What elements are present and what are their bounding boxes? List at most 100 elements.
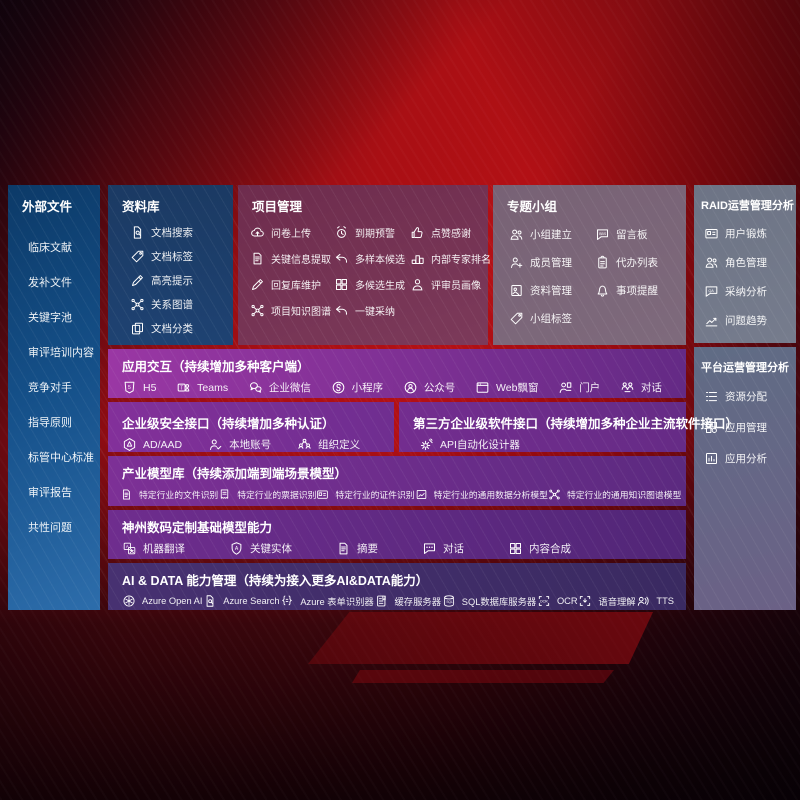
item-copy[interactable]: 文档分类	[130, 321, 233, 336]
doc-search-icon	[133, 226, 142, 239]
row-title: 产业模型库（持续添加端到端场景模型）	[122, 467, 348, 481]
list-item[interactable]: 共性问题	[28, 519, 100, 535]
item-network[interactable]: 特定行业的通用知识图谱模型	[548, 488, 681, 501]
item-label: Web飘窗	[496, 382, 539, 394]
item-list[interactable]: 资源分配	[704, 389, 796, 404]
item-receipt[interactable]: 特定行业的票据识别	[218, 488, 316, 501]
list-item[interactable]: 关键字池	[28, 309, 100, 325]
item-idcard[interactable]: 特定行业的证件识别	[316, 488, 415, 501]
item-mini[interactable]: 小程序	[331, 380, 383, 395]
item-h5[interactable]: H5	[122, 380, 156, 395]
item-ad[interactable]: AD/AAD	[122, 437, 182, 452]
item-thumb[interactable]: 点赞感谢	[410, 225, 491, 240]
item-pencil[interactable]: 高亮提示	[130, 273, 233, 288]
list-item[interactable]: 指导原则	[28, 414, 100, 430]
row-custom-base-models: 神州数码定制基础模型能力 机器翻译 关键实体 摘要 对话 内容合成	[108, 510, 686, 559]
item-dialog[interactable]: 对话	[620, 380, 662, 395]
item-clipboard[interactable]: 代办列表	[595, 255, 686, 270]
item-person-plus[interactable]: 成员管理	[509, 255, 595, 270]
item-label: 关键实体	[250, 543, 292, 555]
item-cache[interactable]: 缓存服务器	[375, 594, 441, 608]
item-shield-a[interactable]: 关键实体	[229, 541, 292, 556]
item-label: 评审员画像	[431, 281, 481, 292]
item-doc-lines[interactable]: 特定行业的文件识别	[120, 488, 218, 501]
item-doc-lines[interactable]: 摘要	[336, 541, 378, 556]
item-cloud-up[interactable]: 问卷上传	[250, 225, 334, 240]
tag-icon	[131, 250, 144, 263]
item-api[interactable]: API自动化设计器	[419, 437, 520, 452]
item-browser[interactable]: Web飘窗	[475, 380, 538, 395]
item-reply[interactable]: 多样本候选	[334, 251, 410, 266]
item-label: Azure 表单识别器	[300, 597, 374, 607]
list-item[interactable]: 审评培训内容	[28, 344, 100, 360]
item-label: 关键字池	[28, 312, 72, 324]
item-wechat[interactable]: 企业微信	[248, 380, 311, 395]
item-openai[interactable]: Azure Open AI	[122, 594, 202, 608]
list-item[interactable]: 临床文献	[28, 239, 100, 255]
item-users[interactable]: 小组建立	[509, 227, 595, 242]
item-doc-search[interactable]: 文档搜索	[130, 225, 233, 240]
cache-icon	[376, 595, 386, 607]
browser-icon	[476, 382, 489, 393]
item-chat-dots[interactable]: 对话	[422, 541, 464, 556]
item-label: 特定行业的通用知识图谱模型	[566, 490, 682, 500]
list-item[interactable]: 竞争对手	[28, 379, 100, 395]
item-frame-chart[interactable]: 特定行业的通用数据分析模型	[415, 488, 548, 501]
item-label: 指导原则	[28, 417, 72, 429]
item-apps[interactable]: 应用管理	[704, 420, 796, 435]
item-rank[interactable]: 内部专家排名	[410, 251, 491, 266]
item-sql[interactable]: SQL数据库服务器	[442, 594, 536, 608]
item-label: 代办列表	[616, 257, 658, 269]
item-teams[interactable]: Teams	[176, 380, 228, 395]
item-label: 资料管理	[530, 285, 572, 297]
item-label: 竞争对手	[28, 382, 72, 394]
item-tag[interactable]: 文档标签	[130, 249, 233, 264]
grid-icon	[336, 279, 347, 290]
item-org[interactable]: 组织定义	[297, 437, 360, 452]
item-grid[interactable]: 内容合成	[508, 541, 571, 556]
row-title: 企业级安全接口（持续增加多种认证）	[122, 417, 335, 431]
item-ocr[interactable]: OCR	[537, 594, 578, 608]
item-alarm[interactable]: 到期预警	[334, 225, 410, 240]
item-trend[interactable]: 问题趋势	[704, 313, 796, 328]
item-tts[interactable]: TTS	[636, 594, 674, 608]
item-translate[interactable]: 机器翻译	[122, 541, 185, 556]
list-item[interactable]: 发补文件	[28, 274, 100, 290]
item-network[interactable]: 项目知识图谱	[250, 303, 334, 318]
item-doc-search[interactable]: Azure Search	[203, 594, 280, 608]
item-portal[interactable]: 门户	[558, 380, 600, 395]
item-official[interactable]: 公众号	[403, 380, 455, 395]
item-reply[interactable]: 一键采纳	[334, 303, 410, 318]
item-label: 特定行业的票据识别	[237, 490, 317, 500]
item-doc-lines[interactable]: 关键信息提取	[250, 251, 334, 266]
item-idcard[interactable]: 用户锻炼	[704, 226, 796, 241]
person-icon	[412, 279, 423, 291]
item-chart-app[interactable]: 应用分析	[704, 451, 796, 466]
item-person[interactable]: 评审员画像	[410, 277, 491, 292]
network-icon	[131, 298, 144, 311]
item-tag[interactable]: 小组标签	[509, 311, 595, 326]
item-label: 文档标签	[151, 251, 193, 263]
row-ai-data-capability: AI & DATA 能力管理（持续为接入更多AI&DATA能力） Azure O…	[108, 563, 686, 610]
item-label: AD/AAD	[143, 438, 183, 451]
item-label: 资源分配	[725, 391, 767, 403]
item-person-check[interactable]: 本地账号	[208, 437, 271, 452]
list-item[interactable]: 审评报告	[28, 484, 100, 500]
item-label: 门户	[579, 382, 601, 394]
row-title: AI & DATA 能力管理（持续为接入更多AI&DATA能力）	[122, 574, 429, 588]
item-bell[interactable]: 事项提醒	[595, 283, 686, 298]
h5-icon	[124, 381, 135, 394]
item-label: 临床文献	[28, 242, 72, 254]
list-item[interactable]: 标管中心标准	[28, 449, 100, 465]
item-qa[interactable]: 采纳分析	[704, 284, 796, 299]
item-bbs[interactable]: 留言板	[595, 227, 686, 242]
item-speech[interactable]: 语音理解	[578, 594, 636, 608]
item-album[interactable]: 资料管理	[509, 283, 595, 298]
ocr-icon	[538, 596, 550, 606]
item-form[interactable]: Azure 表单识别器	[280, 594, 374, 608]
item-label: SQL数据库服务器	[461, 597, 537, 607]
item-network[interactable]: 关系图谱	[130, 297, 233, 312]
item-grid[interactable]: 多候选生成	[334, 277, 410, 292]
item-pencil[interactable]: 回复库维护	[250, 277, 334, 292]
item-users[interactable]: 角色管理	[704, 255, 796, 270]
